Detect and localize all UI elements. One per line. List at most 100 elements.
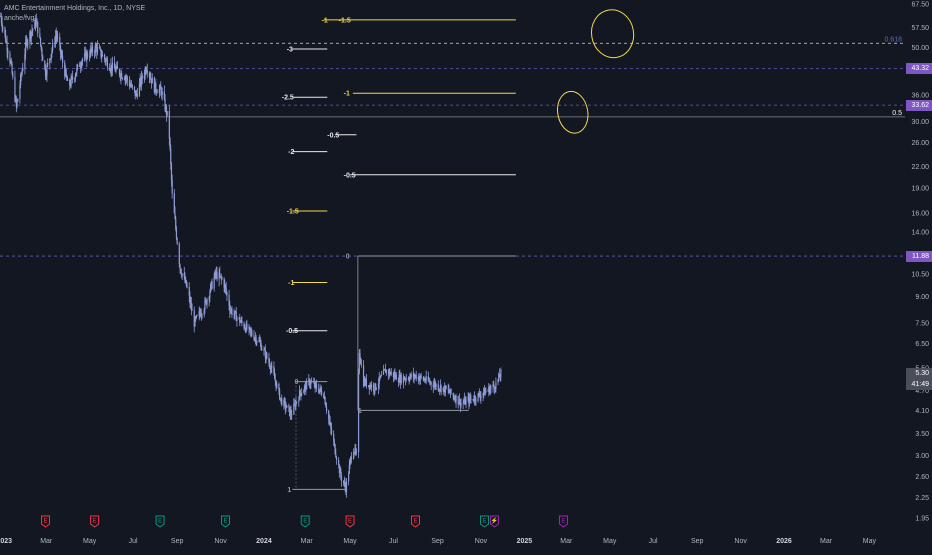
candle-body bbox=[111, 64, 113, 71]
candle-body bbox=[265, 353, 267, 359]
candle-body bbox=[372, 384, 375, 391]
x-tick-20: May bbox=[863, 538, 877, 545]
candle-body bbox=[306, 380, 308, 390]
earnings-marker-label-6: E bbox=[413, 519, 417, 525]
candle-body bbox=[59, 37, 61, 45]
candle-body bbox=[59, 44, 62, 54]
candle-body bbox=[155, 90, 158, 93]
candle-body bbox=[205, 299, 207, 305]
candle-body bbox=[244, 328, 246, 329]
candle-body bbox=[269, 362, 271, 367]
candle-body bbox=[209, 291, 211, 298]
candle-body bbox=[328, 418, 331, 422]
candle-body bbox=[126, 77, 128, 81]
y-tick-0: 67.50 bbox=[911, 2, 929, 9]
candle-body bbox=[66, 79, 69, 81]
candle-body bbox=[86, 53, 88, 61]
y-tick-13: 10.50 bbox=[911, 271, 929, 278]
x-tick-19: Mar bbox=[820, 538, 833, 545]
candle-body bbox=[360, 359, 362, 365]
candle-body bbox=[0, 16, 3, 23]
candle-body bbox=[80, 65, 82, 67]
x-tick-12: 2025 bbox=[517, 538, 533, 545]
candle-body bbox=[359, 353, 361, 360]
candle-body bbox=[249, 328, 252, 332]
candle-body bbox=[91, 46, 93, 51]
x-tick-13: Mar bbox=[560, 538, 573, 545]
candle-body bbox=[380, 374, 382, 376]
candle-body bbox=[444, 385, 446, 393]
candle-body bbox=[493, 386, 496, 390]
candle-body bbox=[500, 369, 502, 377]
candle-body bbox=[240, 320, 242, 322]
candle-body bbox=[99, 48, 101, 50]
candle-body bbox=[328, 410, 330, 419]
candle-body bbox=[118, 69, 121, 76]
candle-body bbox=[318, 388, 320, 393]
candle-body bbox=[151, 77, 153, 84]
candle-body bbox=[470, 398, 472, 400]
candle-body bbox=[2, 27, 4, 29]
candle-body bbox=[477, 393, 479, 401]
symbol-title[interactable]: AMC Entertainment Holdings, Inc., 1D, NY… bbox=[4, 5, 146, 12]
candle-body bbox=[478, 393, 480, 394]
candle-body bbox=[258, 339, 260, 342]
fib-label-6: -2 bbox=[288, 149, 294, 156]
candle-body bbox=[168, 111, 170, 139]
candle-body bbox=[452, 393, 454, 396]
candle-body bbox=[363, 379, 365, 386]
candle-body bbox=[84, 52, 86, 54]
fib-label-8: -1.5 bbox=[287, 209, 299, 216]
fib-label-11: 0 bbox=[295, 379, 299, 386]
candle-body bbox=[248, 326, 250, 330]
candle-body bbox=[81, 59, 84, 62]
candle-body bbox=[449, 391, 451, 393]
candle-body bbox=[211, 281, 213, 289]
candle-body bbox=[468, 396, 471, 404]
candle-body bbox=[11, 63, 13, 74]
y-tick-21: 3.00 bbox=[915, 453, 929, 460]
candle-body bbox=[370, 384, 372, 388]
candle-body bbox=[243, 322, 245, 329]
candle-body bbox=[236, 317, 238, 321]
candle-body bbox=[154, 82, 156, 93]
candle-body bbox=[420, 375, 422, 378]
candle-body bbox=[66, 76, 68, 81]
candle-body bbox=[499, 376, 501, 378]
candle-body bbox=[343, 482, 345, 484]
candle-body bbox=[50, 53, 52, 59]
candle-body bbox=[21, 70, 23, 75]
candle-body bbox=[169, 138, 171, 149]
fib-label-14: 1 bbox=[358, 408, 362, 415]
candle-body bbox=[440, 385, 442, 392]
candle-body bbox=[338, 460, 340, 466]
y-tick-9: 19.00 bbox=[911, 185, 929, 192]
countdown-tag: 41:49 bbox=[906, 378, 932, 390]
candle-body bbox=[219, 272, 221, 277]
candle-body bbox=[318, 390, 321, 393]
earnings-marker-1 bbox=[90, 515, 100, 528]
fib-levels: -1 -1.5 -3 -1 -2.5 -0.5 -2 -0.5 -1.5 -1 -0.5 0 1 0 1 bbox=[282, 17, 516, 494]
candle-body bbox=[173, 193, 175, 214]
candle-body bbox=[49, 58, 52, 60]
candle-body bbox=[20, 75, 22, 86]
candle-body bbox=[453, 395, 455, 399]
candle-body bbox=[464, 398, 466, 405]
candle-body bbox=[475, 400, 477, 402]
y-tick-1: 57.50 bbox=[911, 25, 929, 32]
drawing-circle-0 bbox=[590, 9, 635, 59]
indicator-label[interactable]: anche/fvg bbox=[4, 15, 35, 22]
candle-body bbox=[309, 384, 311, 386]
candle-body bbox=[194, 317, 196, 327]
candle-body bbox=[60, 53, 62, 56]
candle-body bbox=[228, 294, 230, 307]
candle-body bbox=[57, 37, 59, 38]
candle-body bbox=[40, 45, 42, 50]
x-tick-10: Sep bbox=[431, 538, 444, 545]
candle-body bbox=[394, 374, 397, 378]
candle-body bbox=[285, 407, 287, 409]
candle-body bbox=[283, 400, 285, 406]
candle-body bbox=[198, 311, 200, 316]
